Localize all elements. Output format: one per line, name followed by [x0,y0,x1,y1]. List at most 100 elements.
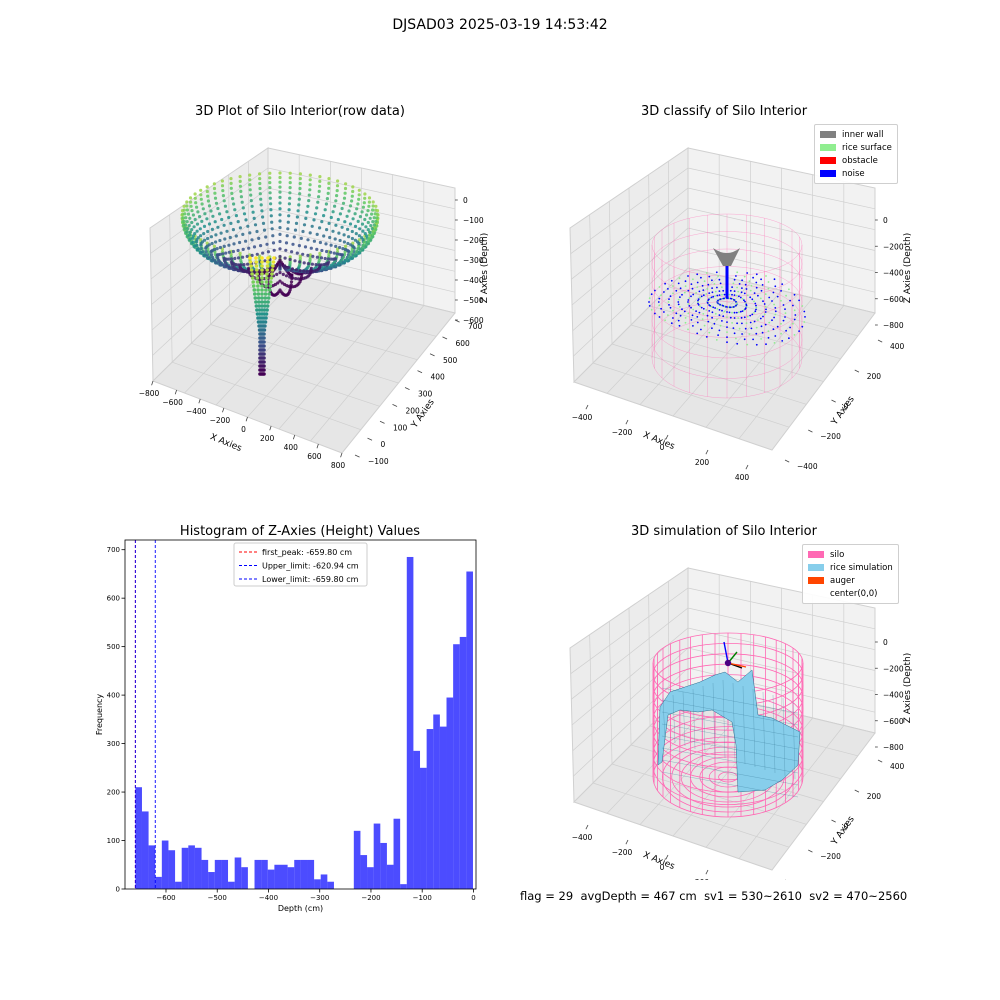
p1-point [352,245,356,249]
p2-point [715,271,718,274]
p1-point [251,210,255,214]
p2-y-tick [808,429,813,433]
p1-point [355,207,359,211]
p2-y-tick-label: 0 [844,402,849,411]
p1-point [332,251,336,255]
p1-point [365,234,369,238]
p2-point [687,289,690,292]
p1-point [315,255,319,259]
p1-point [194,201,198,205]
p1-point [258,172,262,176]
p2-point [650,308,653,311]
p1-point [309,268,313,273]
p1-point [261,215,265,219]
p1-point [210,227,214,231]
p1-point [182,208,186,212]
p2-point [707,320,710,323]
p1-point [284,241,289,245]
p4-legend-swatch [808,551,824,558]
p2-point [760,278,762,281]
p1-point [318,184,322,188]
p3-legend-frame [233,542,368,587]
p2-y-tick-label: 200 [867,372,882,381]
p1-point [199,197,203,201]
p2-point [721,309,723,312]
p1-point [298,177,302,181]
p1-point [343,220,347,224]
p1-point [341,201,346,205]
p1-point [273,282,277,287]
p1-point [227,215,231,220]
p1-point [199,234,203,238]
p2-point [695,310,697,312]
footer-flag: flag = 29 [520,889,574,903]
p1-point [199,238,203,242]
p2-legend-swatch [820,170,836,177]
p2-point [746,294,749,297]
p1-point [346,249,350,253]
p2-point [733,294,736,296]
p4-rice-mesh-line [752,688,756,768]
p1-point [287,208,291,212]
p2-point [683,310,686,313]
p1-point [247,246,251,250]
p4-legend-label: center(0,0) [830,588,878,599]
p1-point [297,197,301,201]
p4-legend-entry: auger [808,574,893,587]
p1-point [336,179,340,183]
p1-point [239,263,243,267]
p1-point [250,253,254,257]
p2-point [798,330,800,332]
p1-point [209,235,213,239]
p2-point [669,306,672,309]
p1-x-tick-label: −600 [162,398,183,407]
p1-point [336,217,340,222]
p4-auger-arm [723,641,729,664]
p1-point [262,336,266,340]
p2-legend-label: obstacle [842,155,878,166]
p1-point [350,194,354,198]
p1-point [323,256,327,261]
p1-point [323,208,327,212]
p2-point [765,308,767,311]
p1-y-tick [429,353,435,357]
p1-point [278,254,282,259]
p1-point [362,240,366,244]
p2-point [745,288,748,290]
p1-point [334,199,338,203]
p2-legend-swatch [820,131,836,138]
p2-point [696,316,699,318]
p2-point [732,327,735,329]
p4-rice-mesh-line [661,723,799,750]
p1-point [251,284,256,288]
p2-point [755,304,757,307]
p1-x-tick-label: 200 [260,434,275,443]
p1-point [262,308,267,312]
p4-rice-mesh-line [692,688,696,750]
p2-point [755,306,758,309]
p3-bar [155,876,162,889]
p1-z-tick-label: −500 [463,296,484,305]
p1-point [361,238,365,242]
p1-point [256,296,261,300]
p1-point [190,220,194,225]
p2-point [716,294,719,297]
p1-point [196,247,200,251]
p2-point [696,273,699,276]
p2-point [672,309,674,312]
p2-point [658,286,661,288]
p1-point [190,228,194,232]
p3-x-tick-label: −400 [259,894,278,902]
p1-point [238,179,242,183]
p2-point [760,325,763,328]
p1-point [263,300,267,304]
p1-point [325,249,329,254]
p1-point [258,186,262,191]
p1-point [262,228,267,232]
p2-point [658,297,661,300]
p1-point [278,207,282,211]
p1-point [318,240,322,245]
p1-point [200,219,204,223]
p2-point [744,300,746,303]
p1-point [308,255,312,259]
